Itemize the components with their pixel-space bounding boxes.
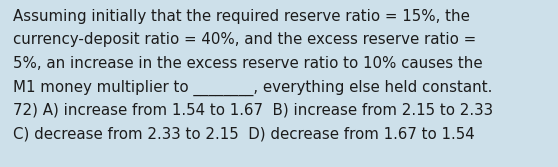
Text: 72) A) increase from 1.54 to 1.67  B) increase from 2.15 to 2.33: 72) A) increase from 1.54 to 1.67 B) inc… <box>13 103 493 118</box>
Text: 5%, an increase in the excess reserve ratio to 10% causes the: 5%, an increase in the excess reserve ra… <box>13 56 483 71</box>
Text: currency-deposit ratio = 40%, and the excess reserve ratio =: currency-deposit ratio = 40%, and the ex… <box>13 33 476 47</box>
Text: Assuming initially that the required reserve ratio = 15%, the: Assuming initially that the required res… <box>13 9 470 24</box>
Text: C) decrease from 2.33 to 2.15  D) decrease from 1.67 to 1.54: C) decrease from 2.33 to 2.15 D) decreas… <box>13 126 475 141</box>
Text: M1 money multiplier to ________, everything else held constant.: M1 money multiplier to ________, everyth… <box>13 79 492 96</box>
